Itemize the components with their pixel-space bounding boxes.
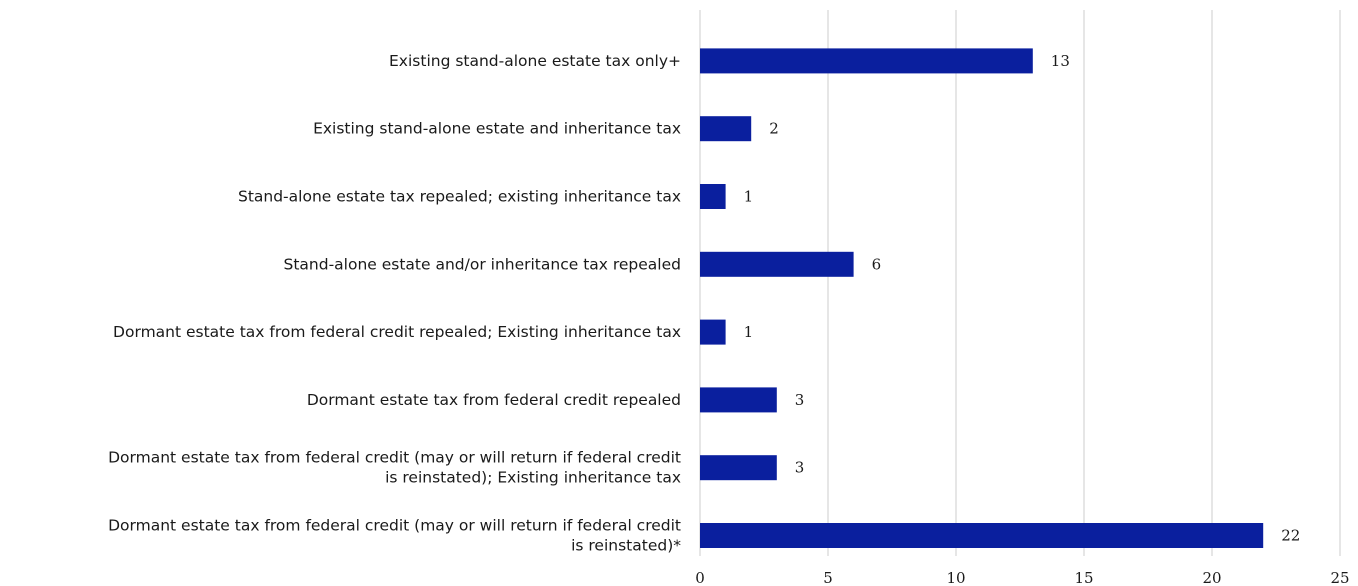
category-label: Dormant estate tax from federal credit (… [108,449,681,487]
x-axis-tick-labels: 0 5 10 15 20 25 [695,569,1349,586]
category-label: Existing stand-alone estate and inherita… [313,120,681,138]
category-label: Stand-alone estate and/or inheritance ta… [284,255,682,273]
category-label: Dormant estate tax from federal credit r… [307,391,681,409]
x-tick-label: 25 [1330,569,1349,586]
bar [700,523,1264,548]
bar [700,319,726,345]
bar [700,184,726,209]
x-tick-label: 0 [695,569,705,586]
bar [700,251,854,277]
category-label: Stand-alone estate tax repealed; existin… [238,188,681,206]
bar [700,48,1033,74]
x-tick-label: 10 [946,569,965,586]
bar [700,455,777,481]
x-tick-label: 15 [1074,569,1093,586]
bar [700,387,777,413]
category-label: Dormant estate tax from federal credit r… [113,323,681,341]
data-label: 22 [1281,527,1300,545]
bars [700,48,1264,548]
data-label: 1 [744,323,754,341]
data-label: 13 [1051,52,1070,70]
x-tick-label: 20 [1202,569,1221,586]
data-label: 3 [795,391,805,409]
category-labels: Existing stand-alone estate tax only+ Exi… [108,52,681,555]
data-label: 6 [872,255,882,273]
bar [700,116,752,142]
data-label: 3 [795,459,805,477]
category-label: Dormant estate tax from federal credit (… [108,517,681,555]
category-label: Existing stand-alone estate tax only+ [389,52,681,70]
data-label: 1 [744,188,754,206]
x-tick-label: 5 [823,569,833,586]
data-label: 2 [769,120,779,138]
